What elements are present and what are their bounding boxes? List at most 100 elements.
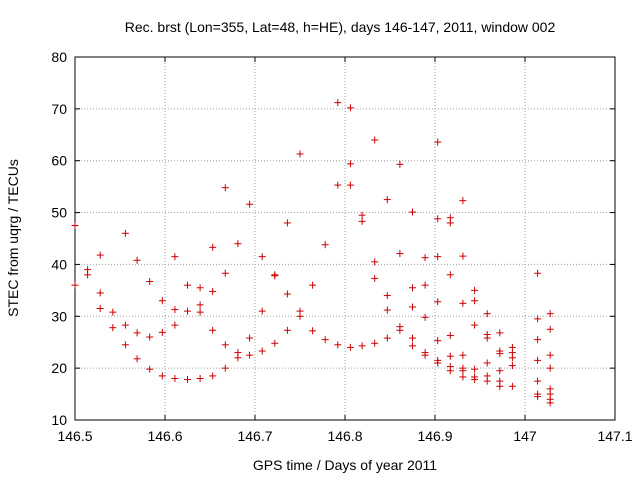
x-tick-label: 146.5	[57, 428, 92, 444]
data-point	[121, 341, 129, 349]
data-point	[146, 333, 154, 341]
data-point	[196, 284, 204, 292]
data-point	[383, 334, 391, 342]
data-point	[346, 104, 354, 112]
data-point	[158, 372, 166, 380]
data-point	[296, 312, 304, 320]
data-point	[434, 253, 442, 261]
data-point	[334, 341, 342, 349]
x-tick-label: 146.8	[327, 428, 362, 444]
data-point	[483, 334, 491, 342]
data-point	[246, 200, 254, 208]
data-point	[358, 342, 366, 350]
data-point	[258, 307, 266, 315]
data-point	[221, 341, 229, 349]
data-point	[234, 354, 242, 362]
data-point	[409, 208, 416, 216]
y-tick-label: 10	[51, 412, 67, 428]
data-point	[246, 351, 254, 359]
data-point	[546, 351, 554, 359]
data-point	[496, 350, 504, 358]
data-point	[421, 281, 429, 289]
y-tick-label: 70	[51, 101, 67, 117]
data-point	[209, 372, 217, 380]
data-point	[446, 271, 454, 279]
data-point	[109, 308, 117, 316]
data-point	[346, 181, 354, 189]
data-point	[296, 150, 304, 158]
data-points	[71, 99, 554, 407]
data-point	[483, 310, 491, 318]
data-point	[371, 339, 379, 347]
data-point	[309, 327, 317, 335]
x-tick-label: 146.7	[237, 428, 272, 444]
data-point	[483, 377, 491, 385]
data-point	[459, 197, 467, 205]
data-point	[371, 258, 379, 266]
data-point	[209, 287, 217, 295]
data-point	[421, 313, 429, 321]
x-axis-tick-labels: 146.5 146.6 146.7 146.8 146.9 147 147.1	[57, 428, 632, 444]
data-point	[409, 303, 416, 311]
data-point	[371, 274, 379, 282]
data-point	[471, 286, 479, 294]
data-point	[271, 339, 279, 347]
data-point	[71, 222, 79, 230]
data-point	[184, 376, 191, 384]
y-tick-label: 80	[51, 49, 67, 65]
y-tick-label: 50	[51, 205, 67, 221]
x-tick-label: 146.9	[417, 428, 452, 444]
data-point	[471, 376, 479, 384]
data-point	[146, 365, 154, 373]
data-point	[133, 355, 141, 363]
grid-lines	[75, 57, 615, 420]
data-point	[334, 99, 342, 107]
data-point	[383, 196, 391, 204]
data-point	[421, 254, 429, 262]
data-point	[171, 253, 179, 261]
data-point	[209, 243, 217, 251]
data-point	[546, 310, 554, 318]
data-point	[434, 337, 442, 345]
data-point	[534, 377, 542, 385]
data-point	[196, 301, 204, 309]
data-point	[358, 211, 366, 219]
data-point	[96, 251, 104, 259]
x-axis-label: GPS time / Days of year 2011	[253, 457, 437, 473]
data-point	[158, 297, 166, 305]
y-tick-label: 60	[51, 153, 67, 169]
y-tick-label: 40	[51, 256, 67, 272]
data-point	[283, 290, 291, 298]
data-point	[383, 292, 391, 300]
data-point	[146, 278, 154, 286]
y-tick-label: 20	[51, 360, 67, 376]
data-point	[346, 343, 354, 351]
y-axis-label: STEC from uqrg / TECUs	[5, 159, 21, 317]
data-point	[71, 281, 79, 289]
data-point	[459, 367, 467, 375]
data-point	[459, 252, 467, 260]
data-point	[84, 271, 92, 279]
y-tick-label: 30	[51, 308, 67, 324]
data-point	[121, 229, 129, 237]
data-point	[508, 354, 516, 362]
data-point	[234, 240, 242, 248]
axis-ticks	[74, 56, 616, 421]
data-point	[283, 326, 291, 334]
x-tick-label: 147.1	[597, 428, 632, 444]
data-point	[121, 321, 129, 329]
x-tick-label: 147	[513, 428, 537, 444]
data-point	[434, 298, 442, 306]
y-axis-tick-labels: 10 20 30 40 50 60 70 80	[51, 49, 67, 428]
data-point	[446, 352, 454, 360]
data-point	[109, 324, 117, 332]
data-point	[196, 308, 204, 316]
data-point	[459, 351, 467, 359]
data-point	[483, 359, 491, 367]
data-point	[546, 325, 554, 333]
data-point	[371, 136, 379, 144]
data-point	[321, 241, 329, 249]
data-point	[496, 367, 504, 375]
data-point	[396, 326, 404, 334]
